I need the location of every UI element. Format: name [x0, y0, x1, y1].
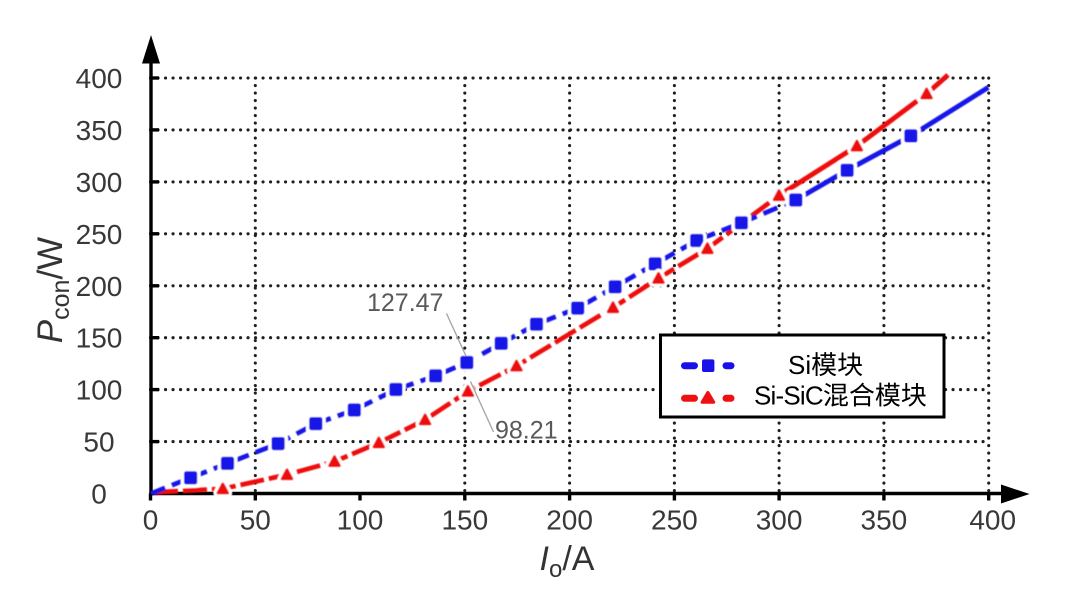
- svg-text:400: 400: [969, 505, 1016, 536]
- svg-text:400: 400: [76, 63, 123, 94]
- svg-text:Pcon/W: Pcon/W: [31, 237, 75, 343]
- svg-text:150: 150: [76, 323, 123, 354]
- svg-text:50: 50: [83, 427, 114, 458]
- svg-text:200: 200: [546, 505, 593, 536]
- svg-text:Io/A: Io/A: [540, 540, 595, 583]
- svg-text:350: 350: [76, 115, 123, 146]
- svg-text:200: 200: [76, 271, 123, 302]
- svg-text:98.21: 98.21: [495, 417, 558, 445]
- svg-text:0: 0: [143, 505, 159, 536]
- svg-text:350: 350: [861, 505, 908, 536]
- svg-text:100: 100: [76, 375, 123, 406]
- svg-text:250: 250: [76, 219, 123, 250]
- svg-text:100: 100: [337, 505, 384, 536]
- svg-text:0: 0: [91, 479, 107, 510]
- svg-text:127.47: 127.47: [367, 289, 443, 317]
- svg-text:250: 250: [651, 505, 698, 536]
- svg-text:Si-SiC: Si-SiC: [754, 381, 823, 411]
- svg-text:300: 300: [756, 505, 803, 536]
- svg-text:150: 150: [441, 505, 488, 536]
- svg-text:50: 50: [240, 505, 271, 536]
- svg-text:Si: Si: [788, 350, 811, 380]
- svg-text:300: 300: [76, 167, 123, 198]
